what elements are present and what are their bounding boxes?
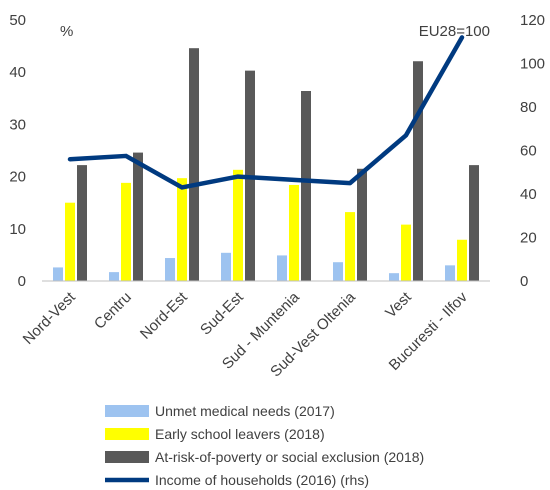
legend-label: Early school leavers (2018) xyxy=(155,426,325,442)
y-left-tick-label: 20 xyxy=(9,169,26,186)
legend-swatch xyxy=(105,405,149,417)
bar-at-risk-of-poverty-or-social-exclusion-2018 xyxy=(133,152,143,281)
bar-early-school-leavers-2018 xyxy=(345,212,355,281)
category-label: Sud-Est xyxy=(197,288,247,338)
bar-at-risk-of-poverty-or-social-exclusion-2018 xyxy=(77,165,87,281)
bar-early-school-leavers-2018 xyxy=(233,169,243,281)
y-right-tick-label: 80 xyxy=(520,99,537,116)
bar-early-school-leavers-2018 xyxy=(177,178,187,281)
bars-layer xyxy=(53,48,479,281)
right-axis: 0 20 40 60 80 100 120 xyxy=(520,12,545,290)
legend-swatch xyxy=(105,428,149,440)
category-label: Centru xyxy=(91,289,135,333)
line-layer xyxy=(67,35,465,190)
legend: Unmet medical needs (2017) Early school l… xyxy=(105,403,424,488)
y-left-tick-label: 10 xyxy=(9,221,26,238)
legend-label: Income of households (2016) (rhs) xyxy=(155,472,369,488)
category-label: Vest xyxy=(382,288,415,321)
bar-at-risk-of-poverty-or-social-exclusion-2018 xyxy=(189,48,199,281)
bar-at-risk-of-poverty-or-social-exclusion-2018 xyxy=(413,61,423,281)
y-right-tick-label: 120 xyxy=(520,12,545,29)
y-right-tick-label: 40 xyxy=(520,186,537,203)
y-right-tick-label: 0 xyxy=(520,273,528,290)
bar-unmet-medical-needs-2017 xyxy=(389,273,399,281)
bar-early-school-leavers-2018 xyxy=(457,239,467,281)
bar-unmet-medical-needs-2017 xyxy=(445,265,455,281)
y-left-tick-label: 30 xyxy=(9,116,26,133)
legend-label: Unmet medical needs (2017) xyxy=(155,403,335,419)
y-left-tick-label: 50 xyxy=(9,12,26,29)
category-label: Nord-Vest xyxy=(20,288,80,348)
bar-unmet-medical-needs-2017 xyxy=(277,255,287,281)
bar-early-school-leavers-2018 xyxy=(65,202,75,281)
category-label: Nord-Est xyxy=(137,288,191,342)
chart-annotation: EU28=100 xyxy=(419,23,490,40)
bar-at-risk-of-poverty-or-social-exclusion-2018 xyxy=(357,168,367,281)
bar-unmet-medical-needs-2017 xyxy=(165,258,175,281)
y-right-tick-label: 100 xyxy=(520,56,545,73)
y-right-tick-label: 60 xyxy=(520,143,537,160)
bar-unmet-medical-needs-2017 xyxy=(53,267,63,281)
y-left-tick-label: 40 xyxy=(9,64,26,81)
y-right-tick-label: 20 xyxy=(520,230,537,247)
bar-at-risk-of-poverty-or-social-exclusion-2018 xyxy=(469,165,479,281)
bar-unmet-medical-needs-2017 xyxy=(109,272,119,281)
bar-early-school-leavers-2018 xyxy=(121,182,131,281)
y-left-tick-label: 0 xyxy=(18,273,26,290)
legend-label: At-risk-of-poverty or social exclusion (… xyxy=(155,449,424,465)
bar-unmet-medical-needs-2017 xyxy=(333,262,343,281)
left-axis: 0 10 20 30 40 50 xyxy=(9,12,26,290)
bar-at-risk-of-poverty-or-social-exclusion-2018 xyxy=(301,90,311,281)
left-axis-unit-label: % xyxy=(60,23,73,40)
line-income-of-households-2016-rhs xyxy=(67,35,465,190)
bar-early-school-leavers-2018 xyxy=(401,224,411,281)
bar-unmet-medical-needs-2017 xyxy=(221,252,231,281)
bar-early-school-leavers-2018 xyxy=(289,184,299,281)
legend-swatch xyxy=(105,451,149,463)
